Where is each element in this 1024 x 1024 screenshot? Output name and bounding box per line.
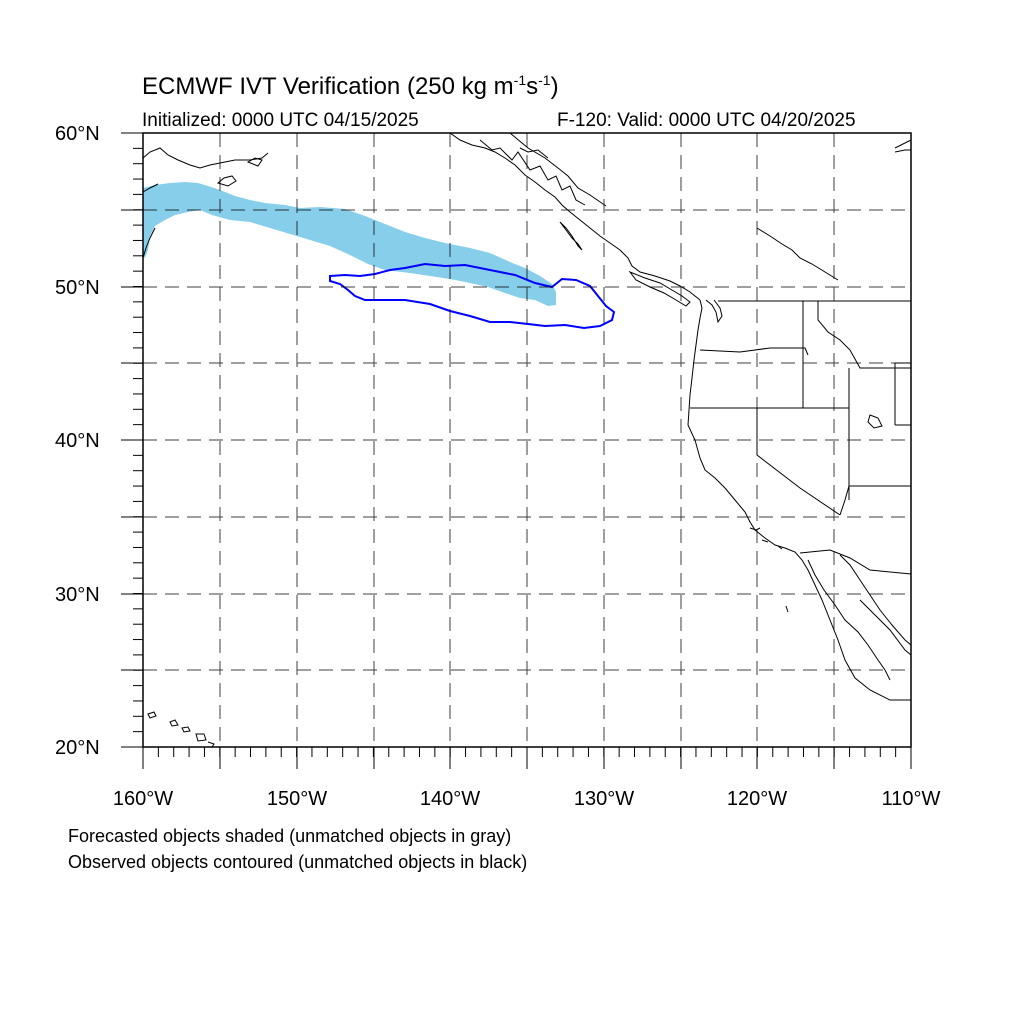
lat-label-60: 60°N [55, 123, 100, 145]
lat-label-30: 30°N [55, 584, 100, 606]
political-borders [509, 132, 912, 656]
minor-lat-ticks [133, 132, 143, 733]
lon-label-130w: 130°W [574, 788, 634, 810]
forecast-ivt-object [143, 182, 556, 306]
lat-label-40: 40°N [55, 430, 100, 452]
valid-time-label: F-120: Valid: 0000 UTC 04/20/2025 [557, 110, 856, 131]
map-title: ECMWF IVT Verification (250 kg m-1s-1) [142, 72, 559, 100]
lon-label-110w: 110°W [882, 788, 941, 810]
observed-ivt-contour [329, 262, 616, 330]
lon-label-150w: 150°W [267, 788, 327, 810]
lat-label-50: 50°N [55, 277, 100, 299]
caption-forecast: Forecasted objects shaded (unmatched obj… [68, 826, 512, 846]
lat-label-20: 20°N [55, 737, 100, 759]
coastlines [142, 132, 912, 748]
grid-lines [143, 133, 911, 747]
minor-lon-ticks [142, 747, 912, 757]
caption-observed: Observed objects contoured (unmatched ob… [68, 852, 528, 872]
lon-label-160w: 160°W [113, 788, 173, 810]
lon-label-120w: 120°W [727, 788, 787, 810]
init-time-label: Initialized: 0000 UTC 04/15/2025 [142, 110, 419, 131]
lon-label-140w: 140°W [420, 788, 480, 810]
